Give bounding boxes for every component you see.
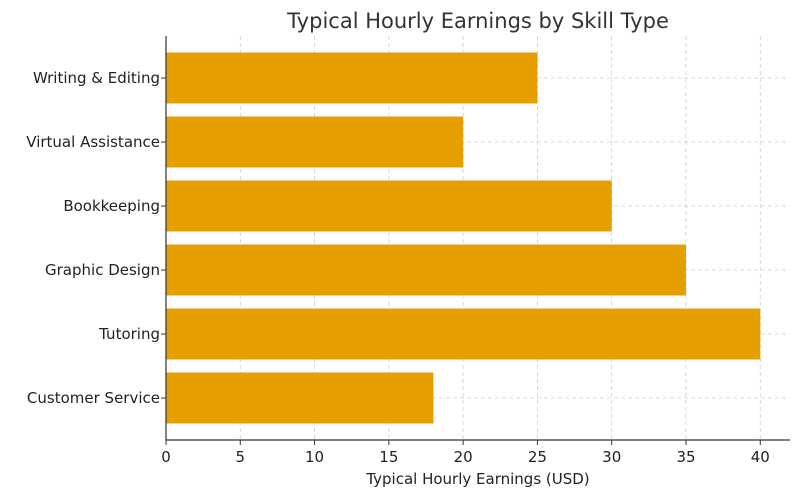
x-tick-label: 35 — [676, 448, 695, 466]
x-tick-label: 10 — [305, 448, 324, 466]
y-tick-label: Customer Service — [27, 389, 160, 407]
y-tick-label: Graphic Design — [45, 261, 160, 279]
chart-title: Typical Hourly Earnings by Skill Type — [286, 9, 669, 33]
x-tick-label: 40 — [751, 448, 770, 466]
bar — [166, 372, 434, 424]
x-tick-label: 20 — [454, 448, 473, 466]
x-tick-label: 0 — [161, 448, 171, 466]
x-tick-label: 15 — [379, 448, 398, 466]
x-tick-label: 25 — [528, 448, 547, 466]
y-tick-label: Bookkeeping — [63, 197, 160, 215]
bar — [166, 116, 464, 168]
x-axis-label: Typical Hourly Earnings (USD) — [365, 470, 589, 488]
bars — [166, 52, 761, 424]
bar — [166, 244, 686, 296]
axes: 0 5 10 15 20 25 30 35 40 Customer Service Tutoring… — [26, 36, 790, 466]
bar — [166, 180, 612, 232]
x-tick-label: 30 — [602, 448, 621, 466]
bar — [166, 52, 538, 104]
x-tick-label: 5 — [236, 448, 246, 466]
y-tick-label: Tutoring — [98, 325, 160, 343]
bar — [166, 308, 761, 360]
y-tick-label: Virtual Assistance — [26, 133, 160, 151]
y-tick-label: Writing & Editing — [33, 69, 160, 87]
